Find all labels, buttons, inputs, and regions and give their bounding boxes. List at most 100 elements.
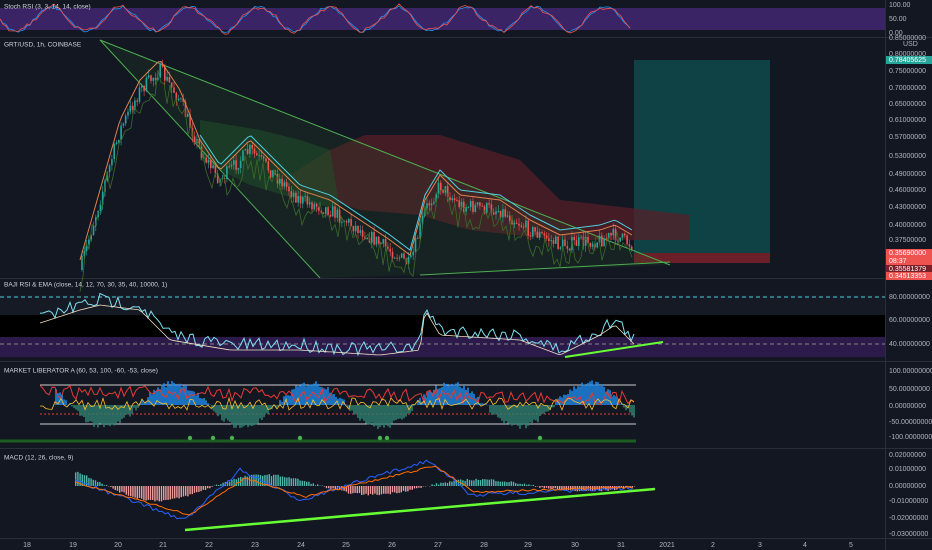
candle-body bbox=[122, 123, 125, 126]
signal-dot bbox=[537, 435, 543, 441]
liberator-area bbox=[611, 396, 613, 405]
liberator-area bbox=[555, 401, 557, 405]
candle-body bbox=[152, 78, 155, 81]
liberator-area bbox=[105, 405, 107, 426]
liberator-area bbox=[369, 405, 371, 425]
candle-body bbox=[85, 244, 88, 251]
macd-histogram bbox=[365, 486, 367, 494]
axis-tick-label: 0.65000000 bbox=[889, 101, 926, 108]
macd-histogram bbox=[191, 486, 193, 495]
candle-body bbox=[624, 233, 626, 236]
candle-body bbox=[143, 85, 145, 92]
macd-histogram bbox=[281, 476, 284, 486]
liberator-area bbox=[375, 405, 377, 426]
macd-histogram bbox=[488, 479, 490, 486]
macd-histogram bbox=[317, 484, 319, 486]
liberator-area bbox=[513, 405, 515, 425]
macd-histogram bbox=[176, 486, 178, 498]
liberator-area bbox=[291, 389, 293, 405]
candle-body bbox=[601, 235, 603, 247]
macd-histogram bbox=[233, 478, 235, 486]
x-tick-label: 30 bbox=[571, 542, 579, 549]
macd-histogram bbox=[354, 486, 356, 493]
macd-histogram bbox=[510, 481, 512, 486]
macd-histogram bbox=[196, 486, 198, 493]
liberator-area bbox=[493, 405, 495, 415]
liberator-area bbox=[633, 405, 635, 418]
macd-histogram bbox=[121, 486, 123, 492]
candle-body bbox=[267, 161, 270, 171]
liberator-area bbox=[465, 389, 467, 405]
macd-histogram bbox=[145, 486, 147, 501]
x-tick-label: 2021 bbox=[659, 542, 675, 549]
liberator-area bbox=[219, 405, 221, 415]
liberator-area bbox=[373, 405, 375, 427]
liberator-area bbox=[193, 391, 195, 405]
candle-body bbox=[566, 246, 569, 249]
macd-histogram bbox=[361, 486, 363, 496]
candle-body bbox=[382, 239, 385, 244]
macd-histogram bbox=[466, 478, 468, 486]
liberator-area bbox=[343, 399, 345, 405]
candle-body bbox=[421, 216, 424, 224]
liberator-area bbox=[233, 405, 235, 428]
candle-body bbox=[476, 202, 479, 205]
liberator-area bbox=[407, 405, 409, 414]
macd-histogram bbox=[444, 482, 446, 486]
macd-histogram bbox=[321, 485, 323, 486]
liberator-area bbox=[629, 405, 631, 413]
liberator-area bbox=[117, 405, 119, 422]
candle-body bbox=[534, 227, 536, 232]
liberator-area bbox=[225, 405, 227, 419]
macd-histogram bbox=[138, 486, 141, 498]
liberator-area bbox=[595, 381, 597, 405]
candle-body bbox=[573, 237, 575, 241]
moving-average bbox=[79, 60, 633, 261]
macd-histogram bbox=[471, 480, 473, 486]
candle-body bbox=[555, 236, 557, 244]
x-tick-label: 18 bbox=[23, 542, 31, 549]
liberator-area bbox=[605, 391, 607, 405]
liberator-area bbox=[85, 405, 87, 423]
candle-body bbox=[552, 240, 555, 244]
x-tick-label: 24 bbox=[297, 542, 305, 549]
macd-histogram bbox=[477, 479, 479, 486]
macd-histogram bbox=[350, 486, 352, 494]
macd-histogram bbox=[323, 486, 325, 487]
liberator-area bbox=[511, 405, 513, 426]
candle-body bbox=[435, 194, 437, 202]
candle-body bbox=[377, 236, 380, 244]
macd-histogram bbox=[446, 482, 449, 486]
axis-tick-label: 0.46000000 bbox=[889, 187, 926, 194]
axis-tick-label: 0.57000000 bbox=[889, 134, 926, 141]
liberator-area bbox=[613, 395, 615, 405]
liberator-area bbox=[243, 405, 245, 427]
liberator-area bbox=[107, 405, 109, 426]
candle-body bbox=[106, 172, 109, 181]
liberator-area bbox=[593, 384, 595, 405]
candle-body bbox=[603, 238, 605, 247]
macd-histogram bbox=[284, 477, 286, 486]
candle-body bbox=[483, 206, 486, 213]
macd-histogram bbox=[545, 486, 548, 488]
candle-body bbox=[118, 139, 120, 143]
liberator-area bbox=[283, 396, 285, 405]
liberator-area bbox=[101, 405, 103, 425]
liberator-area bbox=[379, 405, 381, 428]
candle-body bbox=[154, 78, 157, 80]
macd-histogram bbox=[468, 479, 471, 486]
macd-histogram bbox=[167, 486, 169, 500]
macd-histogram bbox=[88, 477, 90, 486]
liberator-area bbox=[359, 405, 361, 421]
candle-body bbox=[440, 182, 442, 191]
candle-body bbox=[513, 222, 516, 225]
liberator-area bbox=[363, 405, 365, 421]
liberator-area bbox=[569, 389, 571, 405]
liberator-area bbox=[229, 405, 231, 423]
liberator-area bbox=[87, 405, 89, 423]
macd-histogram bbox=[112, 486, 114, 489]
liberator-area bbox=[181, 386, 183, 405]
candle-body bbox=[334, 206, 336, 218]
macd-histogram bbox=[358, 486, 361, 494]
liberator-area bbox=[145, 401, 147, 405]
